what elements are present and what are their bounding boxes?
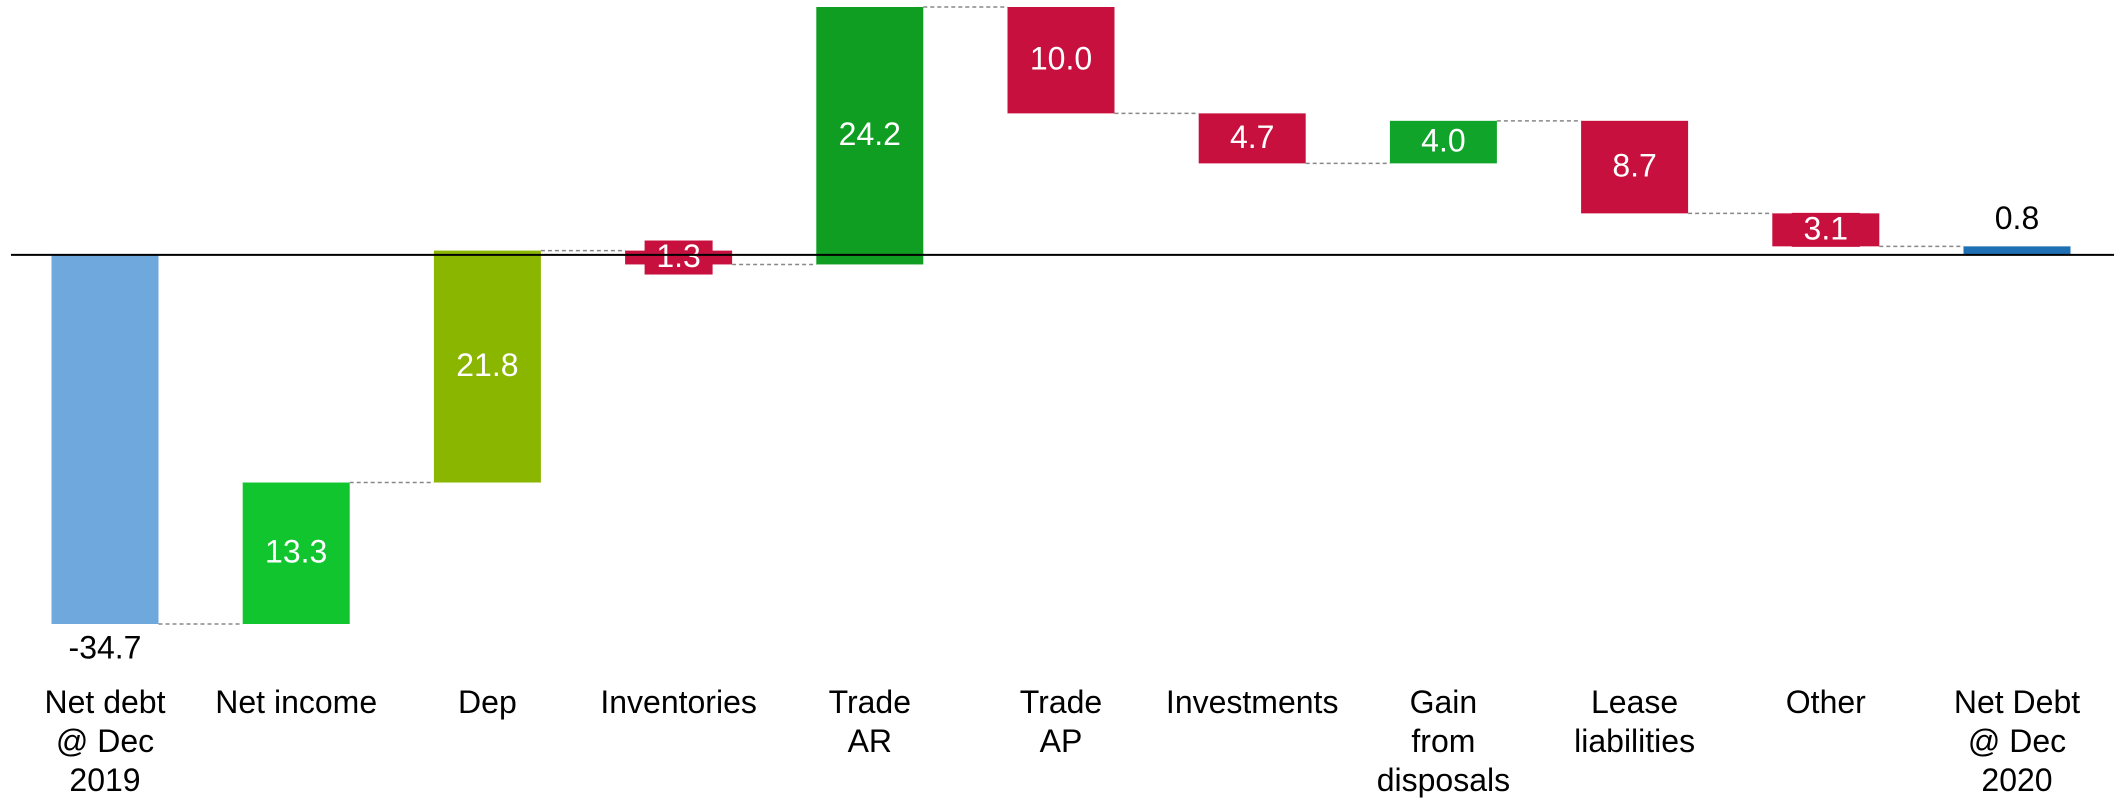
category-label: Trade AR bbox=[828, 684, 911, 759]
label-bg bbox=[1791, 212, 1860, 247]
value-label: 21.8 bbox=[456, 347, 518, 383]
category-label: Gain from disposals bbox=[1376, 684, 1511, 798]
value-label: 4.7 bbox=[1230, 119, 1274, 155]
bar bbox=[51, 254, 159, 624]
category-label: Investments bbox=[1165, 684, 1339, 720]
category-label: Inventories bbox=[600, 684, 757, 720]
category-label: Net debt @ Dec 2019 bbox=[44, 684, 166, 798]
bar bbox=[1963, 246, 2071, 255]
value-label: 0.8 bbox=[1995, 200, 2039, 236]
value-label: 13.3 bbox=[265, 534, 327, 570]
bar bbox=[1198, 113, 1306, 164]
category-label: Lease liabilities bbox=[1574, 684, 1696, 759]
value-label: 24.2 bbox=[839, 116, 901, 152]
category-label: Other bbox=[1785, 684, 1866, 720]
value-label: 8.7 bbox=[1612, 148, 1656, 184]
bar bbox=[1581, 120, 1689, 214]
label-bg bbox=[644, 240, 713, 275]
value-label: -34.7 bbox=[69, 629, 142, 665]
value-label: 10.0 bbox=[1030, 41, 1092, 77]
category-label: Net income bbox=[215, 684, 378, 720]
bar bbox=[1007, 7, 1115, 114]
category-label: Net Debt @ Dec 2020 bbox=[1953, 684, 2081, 798]
bar bbox=[242, 482, 350, 624]
value-label: 3.1 bbox=[1804, 210, 1848, 246]
bar bbox=[816, 7, 924, 265]
value-label: 4.0 bbox=[1421, 123, 1465, 159]
bar bbox=[1389, 120, 1497, 164]
value-label: 1.3 bbox=[656, 238, 700, 274]
bar bbox=[433, 250, 541, 483]
category-label: Dep bbox=[458, 684, 517, 720]
category-label: Trade AP bbox=[1019, 684, 1103, 759]
